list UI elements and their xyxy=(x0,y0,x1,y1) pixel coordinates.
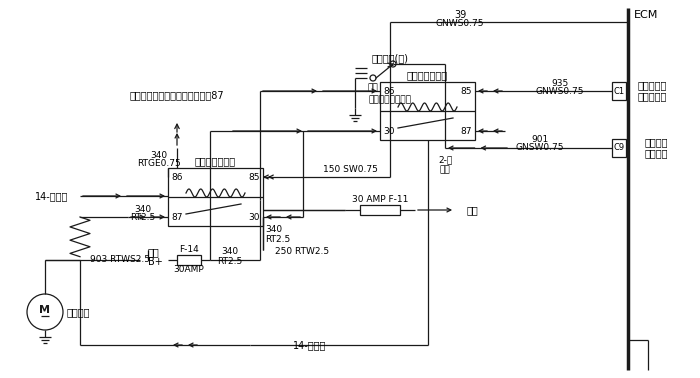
Text: 却风扇控制: 却风扇控制 xyxy=(638,91,667,101)
Text: 高压开关(黑): 高压开关(黑) xyxy=(372,53,409,63)
Text: RT2.5: RT2.5 xyxy=(130,212,155,222)
Text: 插头: 插头 xyxy=(440,166,450,175)
Text: GNWS0.75: GNWS0.75 xyxy=(536,87,584,96)
Text: 30 AMP F-11: 30 AMP F-11 xyxy=(352,195,408,204)
Text: GNSW0.75: GNSW0.75 xyxy=(516,144,564,152)
Text: 30AMP: 30AMP xyxy=(174,265,204,274)
Circle shape xyxy=(27,294,63,330)
Text: ECM: ECM xyxy=(634,10,658,20)
Text: RT2.5: RT2.5 xyxy=(265,235,290,245)
Text: C1: C1 xyxy=(613,87,624,96)
Text: 340: 340 xyxy=(221,248,239,257)
Text: 150 SW0.75: 150 SW0.75 xyxy=(323,164,377,174)
Bar xyxy=(612,82,626,100)
Text: RT2.5: RT2.5 xyxy=(218,257,243,266)
Text: 风扇要求: 风扇要求 xyxy=(645,148,668,158)
Text: 14-向插头: 14-向插头 xyxy=(35,191,69,201)
Text: 340: 340 xyxy=(134,204,152,214)
Text: 至空调控制继电器: 至空调控制继电器 xyxy=(368,96,412,104)
Text: RTGE0.75: RTGE0.75 xyxy=(137,158,181,167)
Circle shape xyxy=(390,61,396,67)
Text: 常开: 常开 xyxy=(368,84,379,93)
Text: 低速风扇继电器: 低速风扇继电器 xyxy=(195,156,236,166)
Text: 903 RTWS2.5: 903 RTWS2.5 xyxy=(90,256,150,265)
Bar xyxy=(177,255,201,265)
Text: 340: 340 xyxy=(265,226,282,234)
Text: 87: 87 xyxy=(172,212,183,222)
Text: 30: 30 xyxy=(248,212,260,222)
Text: 空调冷却: 空调冷却 xyxy=(645,137,668,147)
Text: 30: 30 xyxy=(384,127,395,135)
Bar xyxy=(360,205,400,215)
Text: 至空调离合器控制继电器的端子87: 至空调离合器控制继电器的端子87 xyxy=(130,90,225,100)
Text: 935: 935 xyxy=(552,79,568,87)
Bar xyxy=(612,139,626,157)
Text: 冷却风扇: 冷却风扇 xyxy=(67,307,90,317)
Text: 85: 85 xyxy=(461,87,472,96)
Text: M: M xyxy=(39,305,50,315)
Circle shape xyxy=(370,75,376,81)
Text: 87: 87 xyxy=(461,127,472,135)
Text: F-14: F-14 xyxy=(179,245,199,254)
Text: 86: 86 xyxy=(384,87,395,96)
Text: 点火: 点火 xyxy=(467,205,479,215)
Text: 电池: 电池 xyxy=(148,247,160,257)
Text: 85: 85 xyxy=(248,172,260,181)
Text: 39: 39 xyxy=(454,10,466,20)
Text: C9: C9 xyxy=(613,144,624,152)
Text: 2-向: 2-向 xyxy=(438,155,452,164)
Bar xyxy=(380,82,475,140)
Text: 空调高速冷: 空调高速冷 xyxy=(638,80,667,90)
Bar xyxy=(168,168,263,226)
Text: 250 RTW2.5: 250 RTW2.5 xyxy=(275,248,329,257)
Text: 高速风扇继电器: 高速风扇继电器 xyxy=(407,70,448,80)
Text: 14-向插头: 14-向插头 xyxy=(293,340,327,350)
Text: 340: 340 xyxy=(150,150,167,160)
Text: 86: 86 xyxy=(172,172,183,181)
Text: 901: 901 xyxy=(531,135,549,144)
Text: GNWS0.75: GNWS0.75 xyxy=(435,19,484,28)
Text: B+: B+ xyxy=(148,257,162,267)
